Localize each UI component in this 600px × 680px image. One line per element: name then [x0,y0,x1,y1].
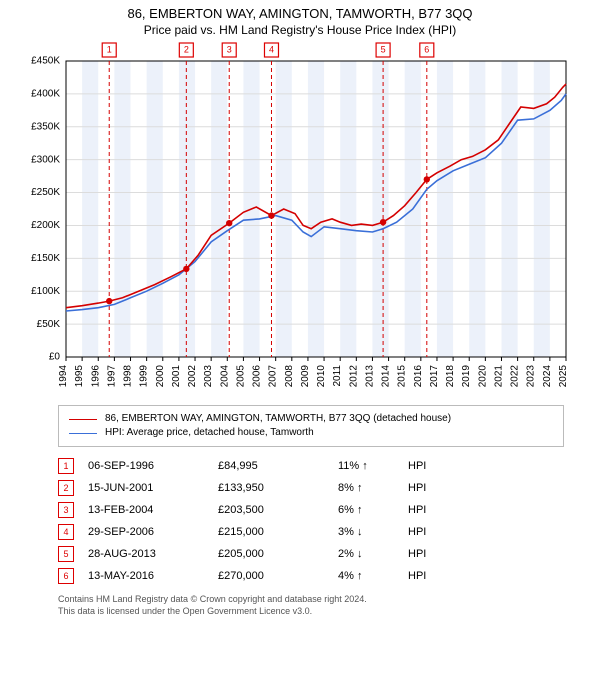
svg-text:£50K: £50K [37,319,61,330]
svg-text:2010: 2010 [316,365,327,388]
sale-tag: HPI [408,548,468,560]
svg-text:£0: £0 [49,352,61,363]
svg-text:2000: 2000 [155,365,166,388]
sale-row: 4 29-SEP-2006£215,0003% ↓HPI [58,521,564,543]
svg-text:6: 6 [424,44,429,54]
svg-text:1: 1 [107,44,112,54]
svg-text:2001: 2001 [171,365,182,388]
svg-text:2019: 2019 [461,365,472,388]
legend-swatch [69,433,97,434]
svg-text:2011: 2011 [332,365,343,387]
sale-price: £133,950 [218,482,338,494]
svg-text:2021: 2021 [493,365,504,388]
svg-text:1997: 1997 [106,365,117,388]
svg-text:2023: 2023 [526,365,537,388]
sale-date: 28-AUG-2013 [88,548,218,560]
svg-text:2017: 2017 [429,365,440,388]
svg-text:2: 2 [184,44,189,54]
svg-text:£300K: £300K [31,154,60,165]
svg-text:4: 4 [269,44,274,54]
svg-text:£100K: £100K [31,286,60,297]
chart-subtitle: Price paid vs. HM Land Registry's House … [10,23,590,37]
legend-item: 86, EMBERTON WAY, AMINGTON, TAMWORTH, B7… [69,412,553,426]
sale-date: 06-SEP-1996 [88,460,218,472]
svg-text:2006: 2006 [252,365,263,388]
svg-text:£350K: £350K [31,121,60,132]
sale-row: 3 13-FEB-2004£203,5006% ↑HPI [58,499,564,521]
sale-pct: 11% ↑ [338,460,408,472]
price-chart: £0 £50K £100K £150K £200K £250K £300K £350K £400… [20,39,580,399]
sale-date: 13-MAY-2016 [88,570,218,582]
sale-index-box: 1 [58,458,74,474]
sale-price: £84,995 [218,460,338,472]
svg-text:2025: 2025 [558,365,569,388]
sale-tag: HPI [408,570,468,582]
svg-text:5: 5 [381,44,386,54]
svg-text:2014: 2014 [381,365,392,388]
sale-row: 5 28-AUG-2013£205,0002% ↓HPI [58,543,564,565]
sale-price: £215,000 [218,526,338,538]
svg-text:1998: 1998 [123,365,134,388]
sale-pct: 8% ↑ [338,482,408,494]
sale-date: 15-JUN-2001 [88,482,218,494]
legend-item: HPI: Average price, detached house, Tamw… [69,426,553,440]
sale-price: £203,500 [218,504,338,516]
sale-tag: HPI [408,526,468,538]
svg-text:2018: 2018 [445,365,456,388]
svg-text:2013: 2013 [364,365,375,388]
footer-line-1: Contains HM Land Registry data © Crown c… [58,593,564,605]
sale-index-box: 3 [58,502,74,518]
sale-index-box: 2 [58,480,74,496]
svg-text:2020: 2020 [477,365,488,388]
sale-pct: 4% ↑ [338,570,408,582]
sale-pct: 2% ↓ [338,548,408,560]
svg-text:£400K: £400K [31,89,60,100]
sale-price: £205,000 [218,548,338,560]
svg-text:2008: 2008 [284,365,295,388]
svg-text:2005: 2005 [235,365,246,388]
svg-text:1999: 1999 [139,365,150,388]
chart-title: 86, EMBERTON WAY, AMINGTON, TAMWORTH, B7… [10,6,590,21]
sale-row: 1 06-SEP-1996£84,99511% ↑HPI [58,455,564,477]
svg-text:£200K: £200K [31,220,60,231]
svg-text:2016: 2016 [413,365,424,388]
sale-tag: HPI [408,460,468,472]
sales-table: 106-SEP-1996£84,99511% ↑HPI215-JUN-2001£… [58,455,564,587]
sale-price: £270,000 [218,570,338,582]
sale-index-box: 4 [58,524,74,540]
sale-pct: 6% ↑ [338,504,408,516]
legend-swatch [69,419,97,420]
svg-text:2009: 2009 [300,365,311,388]
svg-text:2015: 2015 [397,365,408,388]
sale-index-box: 5 [58,546,74,562]
svg-text:3: 3 [227,44,232,54]
svg-text:1996: 1996 [90,365,101,388]
svg-text:£150K: £150K [31,253,60,264]
sale-index-box: 6 [58,568,74,584]
svg-text:2024: 2024 [542,365,553,388]
svg-text:£450K: £450K [31,56,60,67]
sale-row: 6 13-MAY-2016£270,0004% ↑HPI [58,565,564,587]
legend-label: 86, EMBERTON WAY, AMINGTON, TAMWORTH, B7… [105,412,451,426]
legend: 86, EMBERTON WAY, AMINGTON, TAMWORTH, B7… [58,405,564,447]
svg-text:2002: 2002 [187,365,198,388]
footer-attribution: Contains HM Land Registry data © Crown c… [58,593,564,617]
footer-line-2: This data is licensed under the Open Gov… [58,605,564,617]
svg-text:1994: 1994 [58,365,69,388]
sale-pct: 3% ↓ [338,526,408,538]
sale-tag: HPI [408,482,468,494]
svg-text:£250K: £250K [31,187,60,198]
sale-date: 29-SEP-2006 [88,526,218,538]
svg-text:2004: 2004 [219,365,230,388]
svg-text:2012: 2012 [348,365,359,388]
sale-tag: HPI [408,504,468,516]
sale-date: 13-FEB-2004 [88,504,218,516]
svg-text:2022: 2022 [510,365,521,388]
svg-text:2003: 2003 [203,365,214,388]
sale-row: 2 15-JUN-2001£133,9508% ↑HPI [58,477,564,499]
svg-text:1995: 1995 [74,365,85,388]
legend-label: HPI: Average price, detached house, Tamw… [105,426,314,440]
svg-text:2007: 2007 [268,365,279,388]
